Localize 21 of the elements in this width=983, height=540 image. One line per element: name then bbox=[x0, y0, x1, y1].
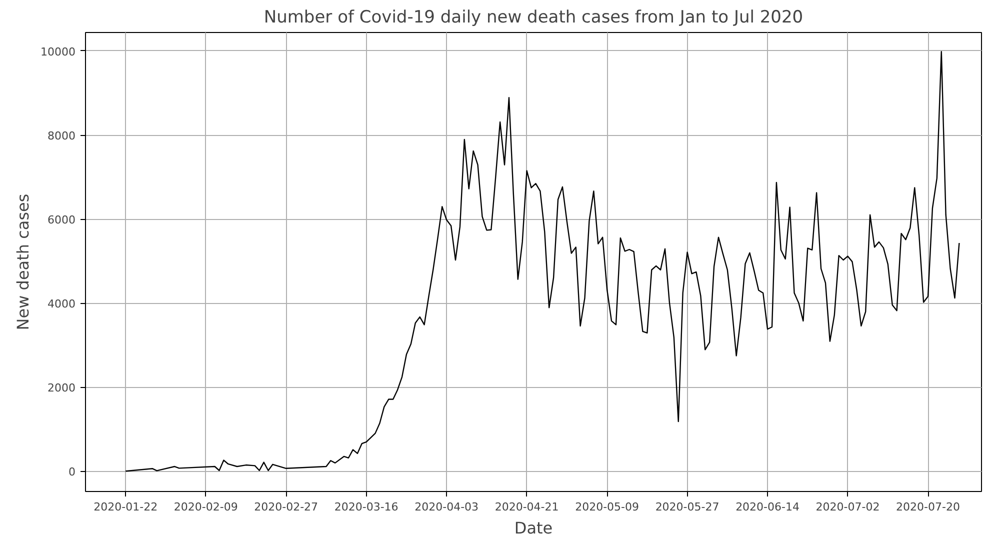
x-axis-title: Date bbox=[514, 518, 553, 538]
y-tick-label: 2000 bbox=[48, 382, 76, 395]
x-tick-label: 2020-01-22 bbox=[94, 500, 158, 514]
y-tick-label: 4000 bbox=[48, 298, 76, 311]
x-tick-label: 2020-05-09 bbox=[575, 500, 640, 514]
x-tick-label: 2020-02-09 bbox=[174, 500, 238, 514]
x-tick-label: 2020-06-14 bbox=[736, 500, 800, 514]
chart-title: Number of Covid-19 daily new death cases from Jan to Jul 2020 bbox=[264, 8, 804, 28]
x-tick-label: 2020-04-21 bbox=[494, 500, 559, 514]
x-tick-label: 2020-04-03 bbox=[414, 500, 479, 514]
x-tick-label: 2020-07-02 bbox=[816, 500, 880, 514]
y-axis-title: New death cases bbox=[14, 194, 33, 330]
x-tick-label: 2020-07-20 bbox=[896, 500, 960, 514]
line-series bbox=[125, 51, 960, 472]
x-tick-label: 2020-02-27 bbox=[254, 500, 318, 514]
y-tick-label: 10000 bbox=[40, 45, 76, 58]
y-tick-label: 8000 bbox=[48, 130, 76, 143]
y-tick-label: 6000 bbox=[48, 214, 76, 227]
y-tick-label: 0 bbox=[68, 466, 76, 479]
x-tick-label: 2020-05-27 bbox=[655, 500, 720, 514]
x-tick-label: 2020-03-16 bbox=[334, 500, 398, 514]
